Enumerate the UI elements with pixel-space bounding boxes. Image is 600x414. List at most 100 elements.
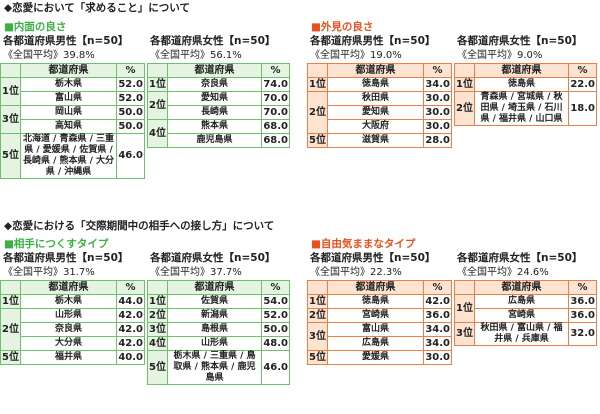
national-average: 《全国平均》31.7% bbox=[3, 267, 95, 278]
percent-cell: 36.0 bbox=[423, 308, 452, 323]
table-row: 2位 宮崎県 36.0 bbox=[307, 308, 452, 323]
rank-cell: 3位 bbox=[454, 322, 475, 346]
prefecture-cell: 富山県 bbox=[327, 322, 424, 337]
prefecture-cell: 熊本県 bbox=[167, 119, 262, 134]
percent-cell: 36.0 bbox=[568, 308, 597, 323]
percent-cell: 52.0 bbox=[261, 308, 290, 323]
table-row: 2位 青森県 / 宮城県 / 秋田県 / 埼玉県 / 石川県 / 福井県 / 山口… bbox=[454, 91, 597, 126]
header-rank bbox=[307, 280, 328, 295]
prefecture-cell: 奈良県 bbox=[167, 77, 262, 92]
rank-cell: 5位 bbox=[147, 350, 168, 385]
percent-cell: 34.0 bbox=[423, 322, 452, 337]
rank-cell: 1位 bbox=[0, 77, 21, 106]
table-header: 都道府県% bbox=[454, 280, 597, 295]
header-rank bbox=[0, 63, 21, 78]
national-average: 《全国平均》56.1% bbox=[150, 50, 242, 61]
prefecture-cell: 栃木県 / 三重県 / 鳥取県 / 熊本県 / 鹿児島県 bbox=[167, 350, 262, 385]
percent-cell: 52.0 bbox=[116, 91, 145, 106]
rank-cell: 2位 bbox=[307, 91, 328, 134]
section-title-1: ◆恋愛において「求めること」について bbox=[4, 2, 190, 14]
percent-cell: 48.0 bbox=[261, 336, 290, 351]
header-percent: % bbox=[423, 280, 452, 295]
percent-cell: 42.0 bbox=[116, 308, 145, 323]
prefecture-cell: 宮崎県 bbox=[474, 308, 569, 323]
table-subtitle: 各都道府県男性【n=50】 bbox=[3, 35, 129, 47]
table-row: 3位 富山県 34.0 bbox=[307, 322, 452, 351]
percent-cell: 68.0 bbox=[261, 119, 290, 134]
table-row: 鹿児島県 68.0 bbox=[148, 133, 290, 148]
header-percent: % bbox=[568, 63, 597, 78]
prefecture-cell: 宮崎県 bbox=[327, 308, 424, 323]
prefecture-cell: 愛媛県 bbox=[327, 350, 424, 365]
table-header: 都道府県% bbox=[147, 63, 290, 78]
rank-cell: 1位 bbox=[147, 77, 168, 92]
header-percent: % bbox=[116, 280, 145, 295]
prefecture-cell: 奈良県 bbox=[20, 322, 117, 337]
percent-cell: 74.0 bbox=[261, 77, 290, 92]
rank-cell: 2位 bbox=[454, 91, 475, 126]
prefecture-cell: 徳島県 bbox=[474, 77, 569, 92]
rank-cell: 1位 bbox=[307, 294, 328, 309]
table-subtitle: 各都道府県男性【n=50】 bbox=[3, 252, 129, 264]
table-header: 都道府県% bbox=[454, 63, 597, 78]
table-row: 5位 滋賀県 28.0 bbox=[307, 133, 452, 148]
table-row: 5位 愛媛県 30.0 bbox=[307, 350, 452, 365]
table-row: 富山県 52.0 bbox=[1, 91, 145, 106]
header-percent: % bbox=[261, 63, 290, 78]
percent-cell: 36.0 bbox=[568, 294, 597, 309]
prefecture-cell: 新潟県 bbox=[167, 308, 262, 323]
percent-cell: 50.0 bbox=[261, 322, 290, 337]
table-header: 都道府県% bbox=[0, 280, 145, 295]
rank-cell: 3位 bbox=[307, 322, 328, 351]
header-percent: % bbox=[568, 280, 597, 295]
national-average: 《全国平均》19.0% bbox=[310, 50, 402, 61]
table-row: 2位 山形県 42.0 bbox=[0, 308, 145, 351]
table-row: 1位 栃木県 44.0 bbox=[0, 294, 145, 309]
table-row: 愛知県 30.0 bbox=[308, 105, 452, 120]
percent-cell: 42.0 bbox=[116, 336, 145, 351]
percent-cell: 30.0 bbox=[423, 105, 452, 120]
prefecture-cell: 大阪府 bbox=[327, 119, 424, 134]
rank-cell: 2位 bbox=[147, 308, 168, 323]
table-row: 1位 徳島県 34.0 bbox=[307, 77, 452, 92]
header-prefecture: 都道府県 bbox=[327, 63, 424, 78]
percent-cell: 34.0 bbox=[423, 77, 452, 92]
rank-cell: 2位 bbox=[147, 91, 168, 120]
group-label: ■相手につくすタイプ bbox=[4, 238, 109, 250]
table-row: 長崎県 70.0 bbox=[148, 105, 290, 120]
table-row: 2位 新潟県 52.0 bbox=[147, 308, 290, 323]
prefecture-cell: 栃木県 bbox=[20, 294, 117, 309]
percent-cell: 46.0 bbox=[261, 350, 290, 385]
header-prefecture: 都道府県 bbox=[167, 280, 262, 295]
table-header: 都道府県% bbox=[307, 280, 452, 295]
header-rank bbox=[454, 280, 475, 295]
prefecture-cell: 秋田県 / 富山県 / 福井県 / 兵庫県 bbox=[474, 322, 569, 346]
rank-cell: 5位 bbox=[307, 350, 328, 365]
table-row: 奈良県 42.0 bbox=[1, 322, 145, 337]
ranking-table: 都道府県% 1位 栃木県 52.0 富山県 52.0 3位 岡山県 50.0 高知県 50.0 5位北… bbox=[0, 63, 145, 179]
percent-cell: 52.0 bbox=[116, 77, 145, 92]
header-prefecture: 都道府県 bbox=[474, 280, 569, 295]
table-subtitle: 各都道府県女性【n=50】 bbox=[150, 35, 276, 47]
group-label: ■自由気ままなタイプ bbox=[311, 238, 416, 250]
table-row: 3位 岡山県 50.0 bbox=[0, 105, 145, 134]
ranking-table: 都道府県% 1位 広島県 36.0 宮崎県 36.0 3位 秋田県 / 富山県 / 福井県 /… bbox=[454, 280, 597, 346]
percent-cell: 46.0 bbox=[116, 133, 145, 179]
table-row: 1位 栃木県 52.0 bbox=[0, 77, 145, 106]
ranking-table: 都道府県% 1位 徳島県 22.0 2位 青森県 / 宮城県 / 秋田県 / 埼玉県 / … bbox=[454, 63, 597, 126]
percent-cell: 54.0 bbox=[261, 294, 290, 309]
percent-cell: 22.0 bbox=[568, 77, 597, 92]
header-prefecture: 都道府県 bbox=[20, 280, 117, 295]
table-row: 広島県 34.0 bbox=[308, 336, 452, 351]
prefecture-cell: 徳島県 bbox=[327, 77, 424, 92]
rank-cell: 3位 bbox=[147, 322, 168, 337]
prefecture-cell: 青森県 / 宮城県 / 秋田県 / 埼玉県 / 石川県 / 福井県 / 山口県 bbox=[474, 91, 569, 126]
table-row: 1位 徳島県 22.0 bbox=[454, 77, 597, 92]
rank-cell: 2位 bbox=[307, 308, 328, 323]
percent-cell: 18.0 bbox=[568, 91, 597, 126]
rank-cell: 5位 bbox=[0, 350, 21, 365]
table-row: 大阪府 30.0 bbox=[308, 119, 452, 134]
national-average: 《全国平均》39.8% bbox=[3, 50, 95, 61]
national-average: 《全国平均》37.7% bbox=[150, 267, 242, 278]
